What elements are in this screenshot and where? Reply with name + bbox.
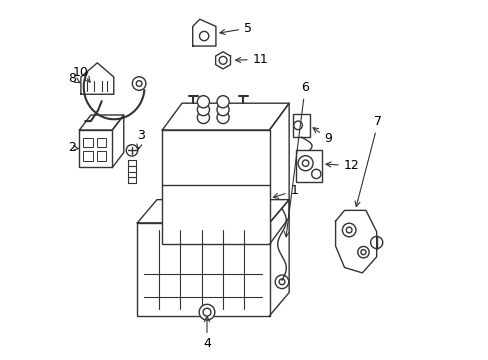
Circle shape xyxy=(311,169,320,179)
Bar xyxy=(296,150,322,182)
Circle shape xyxy=(346,227,351,233)
Text: 8: 8 xyxy=(68,72,80,85)
Text: 10: 10 xyxy=(73,66,89,79)
Text: 12: 12 xyxy=(325,159,359,172)
Circle shape xyxy=(302,160,308,166)
Bar xyxy=(80,130,112,167)
Circle shape xyxy=(219,57,226,64)
Bar xyxy=(83,138,93,148)
Bar xyxy=(97,152,106,161)
Text: 3: 3 xyxy=(137,129,144,149)
Circle shape xyxy=(199,304,214,320)
Circle shape xyxy=(132,77,145,90)
Circle shape xyxy=(342,223,355,237)
Bar xyxy=(137,223,269,316)
Circle shape xyxy=(197,104,209,116)
Text: 6: 6 xyxy=(284,81,308,237)
Circle shape xyxy=(279,279,285,285)
Circle shape xyxy=(136,81,142,86)
Bar xyxy=(83,152,93,161)
Circle shape xyxy=(217,104,229,116)
Circle shape xyxy=(275,275,288,289)
Text: 9: 9 xyxy=(312,128,332,145)
Circle shape xyxy=(199,31,208,41)
Bar xyxy=(162,130,269,244)
Text: 4: 4 xyxy=(203,337,210,350)
Bar xyxy=(97,138,106,148)
Text: 1: 1 xyxy=(273,184,298,198)
Circle shape xyxy=(217,111,229,123)
Text: 7: 7 xyxy=(354,114,382,207)
Circle shape xyxy=(126,145,138,156)
Circle shape xyxy=(197,96,209,108)
Text: 5: 5 xyxy=(220,22,251,35)
Circle shape xyxy=(360,249,365,255)
Bar xyxy=(292,114,309,137)
Circle shape xyxy=(203,308,210,316)
Circle shape xyxy=(293,121,302,130)
Circle shape xyxy=(370,237,382,249)
Text: 11: 11 xyxy=(235,53,268,66)
Circle shape xyxy=(197,111,209,123)
Text: 2: 2 xyxy=(68,141,79,154)
Circle shape xyxy=(357,247,368,258)
Circle shape xyxy=(217,96,229,108)
Circle shape xyxy=(298,156,312,171)
